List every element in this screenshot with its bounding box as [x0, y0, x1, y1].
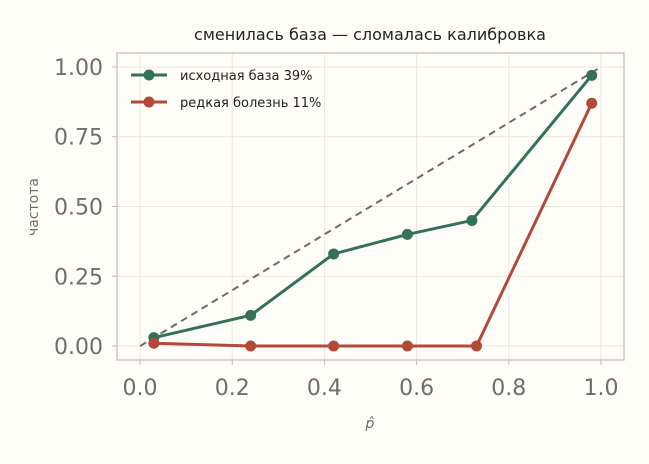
y-tick-label: 1.00 — [54, 56, 103, 81]
legend-item: исходная база 39% — [131, 69, 313, 84]
legend-swatch-marker — [143, 96, 155, 108]
legend-item: редкая болезнь 11% — [131, 96, 321, 111]
perfect-calibration-line — [139, 66, 602, 347]
data-point — [245, 309, 257, 321]
chart-title: сменилась база — сломалась калибровка — [194, 25, 546, 44]
y-tick-label: 0.00 — [54, 335, 103, 360]
x-tick-label: 0.6 — [399, 376, 434, 401]
legend-label: редкая болезнь 11% — [180, 96, 321, 111]
data-point — [401, 228, 413, 240]
data-point — [401, 340, 413, 352]
x-tick-label: 0.8 — [491, 376, 526, 401]
y-tick-label: 0.50 — [54, 196, 103, 221]
data-point — [245, 340, 257, 352]
series-1 — [148, 69, 598, 344]
y-tick-label: 0.75 — [54, 126, 103, 151]
series-line — [153, 102, 594, 348]
series-line — [153, 74, 593, 340]
data-point — [328, 340, 340, 352]
reference-diagonal — [139, 66, 602, 347]
y-axis-ticks: 0.00 0.25 0.50 0.75 1.00 — [54, 56, 117, 360]
x-tick-label: 0.2 — [215, 376, 250, 401]
data-point — [466, 214, 478, 226]
x-tick-label: 0.4 — [307, 376, 342, 401]
data-point — [586, 97, 598, 109]
legend-label: исходная база 39% — [180, 69, 313, 84]
y-axis-title: частота — [26, 178, 42, 236]
legend-swatch-marker — [143, 69, 155, 81]
x-tick-label: 0.0 — [123, 376, 158, 401]
series-group — [148, 69, 598, 352]
data-point — [586, 69, 598, 81]
data-point — [471, 340, 483, 352]
x-tick-label: 1.0 — [583, 376, 618, 401]
y-tick-label: 0.25 — [54, 265, 103, 290]
legend: исходная база 39% редкая болезнь 11% — [131, 69, 321, 111]
x-axis-title: p̂ — [365, 416, 375, 432]
data-point — [328, 248, 340, 260]
data-point — [148, 337, 160, 349]
x-axis-ticks: 0.0 0.2 0.4 0.6 0.8 1.0 — [123, 360, 618, 401]
series-2 — [148, 97, 598, 352]
